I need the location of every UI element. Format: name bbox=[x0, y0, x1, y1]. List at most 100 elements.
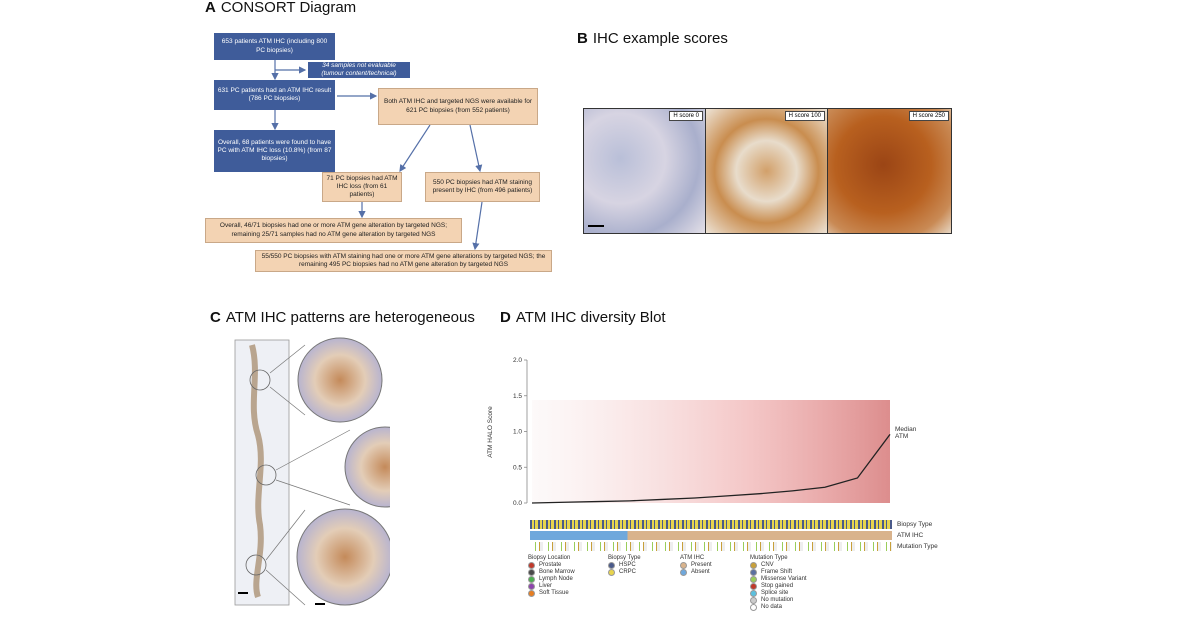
legend-label: Splice site bbox=[761, 590, 789, 596]
legend-group: ATM IHC Present Absent bbox=[680, 555, 712, 576]
legend-item: Stop gained bbox=[750, 583, 807, 590]
legend-item: Liver bbox=[528, 583, 575, 590]
panel-title: C ATM IHC patterns are heterogeneous bbox=[210, 309, 475, 326]
legend-swatch bbox=[750, 604, 757, 611]
legend-item: Splice site bbox=[750, 590, 807, 597]
y-tick-label: 0.0 bbox=[513, 500, 522, 507]
track-label: Biopsy Type bbox=[897, 521, 933, 528]
image-label: H score 0 bbox=[669, 111, 703, 121]
image-label: H score 250 bbox=[908, 111, 949, 121]
legend-title: Biopsy Type bbox=[608, 555, 641, 561]
legend-item: Missense Variant bbox=[750, 576, 807, 583]
track bbox=[530, 542, 892, 551]
legend-item: Bone Marrow bbox=[528, 569, 575, 576]
legend-swatch bbox=[528, 562, 535, 569]
legend-swatch bbox=[750, 583, 757, 590]
legend-title: Biopsy Location bbox=[528, 555, 571, 561]
legend-label: HSPC bbox=[619, 562, 636, 568]
legend-item: CRPC bbox=[608, 569, 641, 576]
legend-swatch bbox=[680, 569, 687, 576]
tissue-illustration bbox=[234, 337, 390, 606]
legend-swatch bbox=[750, 590, 757, 597]
legend-swatch bbox=[528, 576, 535, 583]
y-tick-label: 1.5 bbox=[513, 393, 522, 400]
ihc-image: H score 100 bbox=[705, 108, 828, 234]
legend-item: Frame Shift bbox=[750, 569, 807, 576]
legend-item: Present bbox=[680, 562, 712, 569]
legend-item: CNV bbox=[750, 562, 807, 569]
consort-box: Both ATM IHC and targeted NGS were avail… bbox=[378, 88, 538, 125]
panel-title-text: CONSORT Diagram bbox=[220, 0, 357, 16]
consort-box: 550 PC biopsies had ATM staining present… bbox=[425, 172, 540, 202]
legend-swatch bbox=[528, 569, 535, 576]
track bbox=[530, 520, 892, 529]
consort-box: 653 patients ATM IHC (including 800 PC b… bbox=[214, 33, 335, 60]
median-line bbox=[531, 433, 891, 504]
track bbox=[530, 531, 892, 540]
legend-swatch bbox=[528, 590, 535, 597]
legend-title: Mutation Type bbox=[750, 555, 788, 561]
legend-item: No mutation bbox=[750, 597, 807, 604]
panel-title: B IHC example scores bbox=[577, 30, 728, 47]
legend-swatch bbox=[528, 583, 535, 590]
legend-group: Biopsy Type HSPC CRPC bbox=[608, 555, 641, 576]
legend-label: CNV bbox=[761, 562, 774, 568]
legend-label: Stop gained bbox=[761, 583, 794, 589]
consort-box: 71 PC biopsies had ATM IHC loss (from 61… bbox=[322, 172, 402, 202]
ihc-image: H score 0 bbox=[583, 108, 706, 234]
legend-item: Soft Tissue bbox=[528, 590, 575, 597]
panel-title: D ATM IHC diversity Blot bbox=[500, 309, 666, 326]
legend-label: Frame Shift bbox=[761, 569, 793, 575]
panel-label: C bbox=[210, 309, 221, 326]
legend-item: Prostate bbox=[528, 562, 575, 569]
ihc-image: H score 250 bbox=[827, 108, 952, 234]
track-label: ATM IHC bbox=[897, 532, 924, 539]
legend-group: Biopsy Location Prostate Bone Marrow Lymph … bbox=[528, 555, 575, 597]
y-tick-label: 1.0 bbox=[513, 429, 522, 436]
spread-backdrop bbox=[532, 400, 890, 503]
y-tick-label: 0.5 bbox=[513, 464, 522, 471]
panel-label: A bbox=[205, 0, 216, 16]
consort-box: Overall, 46/71 biopsies had one or more … bbox=[205, 218, 462, 243]
legend-item: No data bbox=[750, 604, 807, 611]
image-label: H score 100 bbox=[784, 111, 825, 121]
annotation: Median ATM bbox=[895, 426, 917, 440]
panel-label: B bbox=[577, 30, 588, 47]
consort-box: 34 samples not evaluable (tumour content… bbox=[308, 62, 410, 78]
legend-swatch bbox=[750, 562, 757, 569]
legend-label: Soft Tissue bbox=[539, 590, 569, 596]
panel-label: D bbox=[500, 309, 511, 326]
legend-swatch bbox=[608, 569, 615, 576]
legend-swatch bbox=[750, 576, 757, 583]
legend-item: HSPC bbox=[608, 562, 641, 569]
legend-label: No mutation bbox=[761, 597, 794, 603]
y-tick-label: 2.0 bbox=[513, 357, 522, 364]
legend-label: Prostate bbox=[539, 562, 562, 568]
consort-box: 55/550 PC biopsies with ATM staining had… bbox=[255, 250, 552, 272]
legend-swatch bbox=[680, 562, 687, 569]
legend-label: No data bbox=[761, 604, 783, 610]
panel-title: A CONSORT Diagram bbox=[205, 0, 356, 16]
legend-label: Bone Marrow bbox=[539, 569, 575, 575]
panel-title-text: ATM IHC diversity Blot bbox=[515, 309, 666, 326]
legend-label: Absent bbox=[691, 569, 710, 575]
legend-label: Present bbox=[691, 562, 712, 568]
legend-item: Lymph Node bbox=[528, 576, 575, 583]
y-axis-label: ATM HALO Score bbox=[487, 406, 494, 458]
legend-label: Liver bbox=[539, 583, 553, 589]
legend-group: Mutation Type CNV Frame Shift Missense Vari… bbox=[750, 555, 807, 611]
legend-label: Lymph Node bbox=[539, 576, 573, 582]
track-label: Mutation Type bbox=[897, 543, 938, 550]
legend-swatch bbox=[750, 597, 757, 604]
legend-title: ATM IHC bbox=[680, 555, 705, 561]
panel-title-text: IHC example scores bbox=[592, 30, 728, 47]
legend-swatch bbox=[608, 562, 615, 569]
consort-box: 631 PC patients had an ATM IHC result (7… bbox=[214, 80, 335, 110]
legend-label: CRPC bbox=[619, 569, 637, 575]
panel-title-text: ATM IHC patterns are heterogeneous bbox=[225, 309, 475, 326]
legend-swatch bbox=[750, 569, 757, 576]
legend-label: Missense Variant bbox=[761, 576, 807, 582]
